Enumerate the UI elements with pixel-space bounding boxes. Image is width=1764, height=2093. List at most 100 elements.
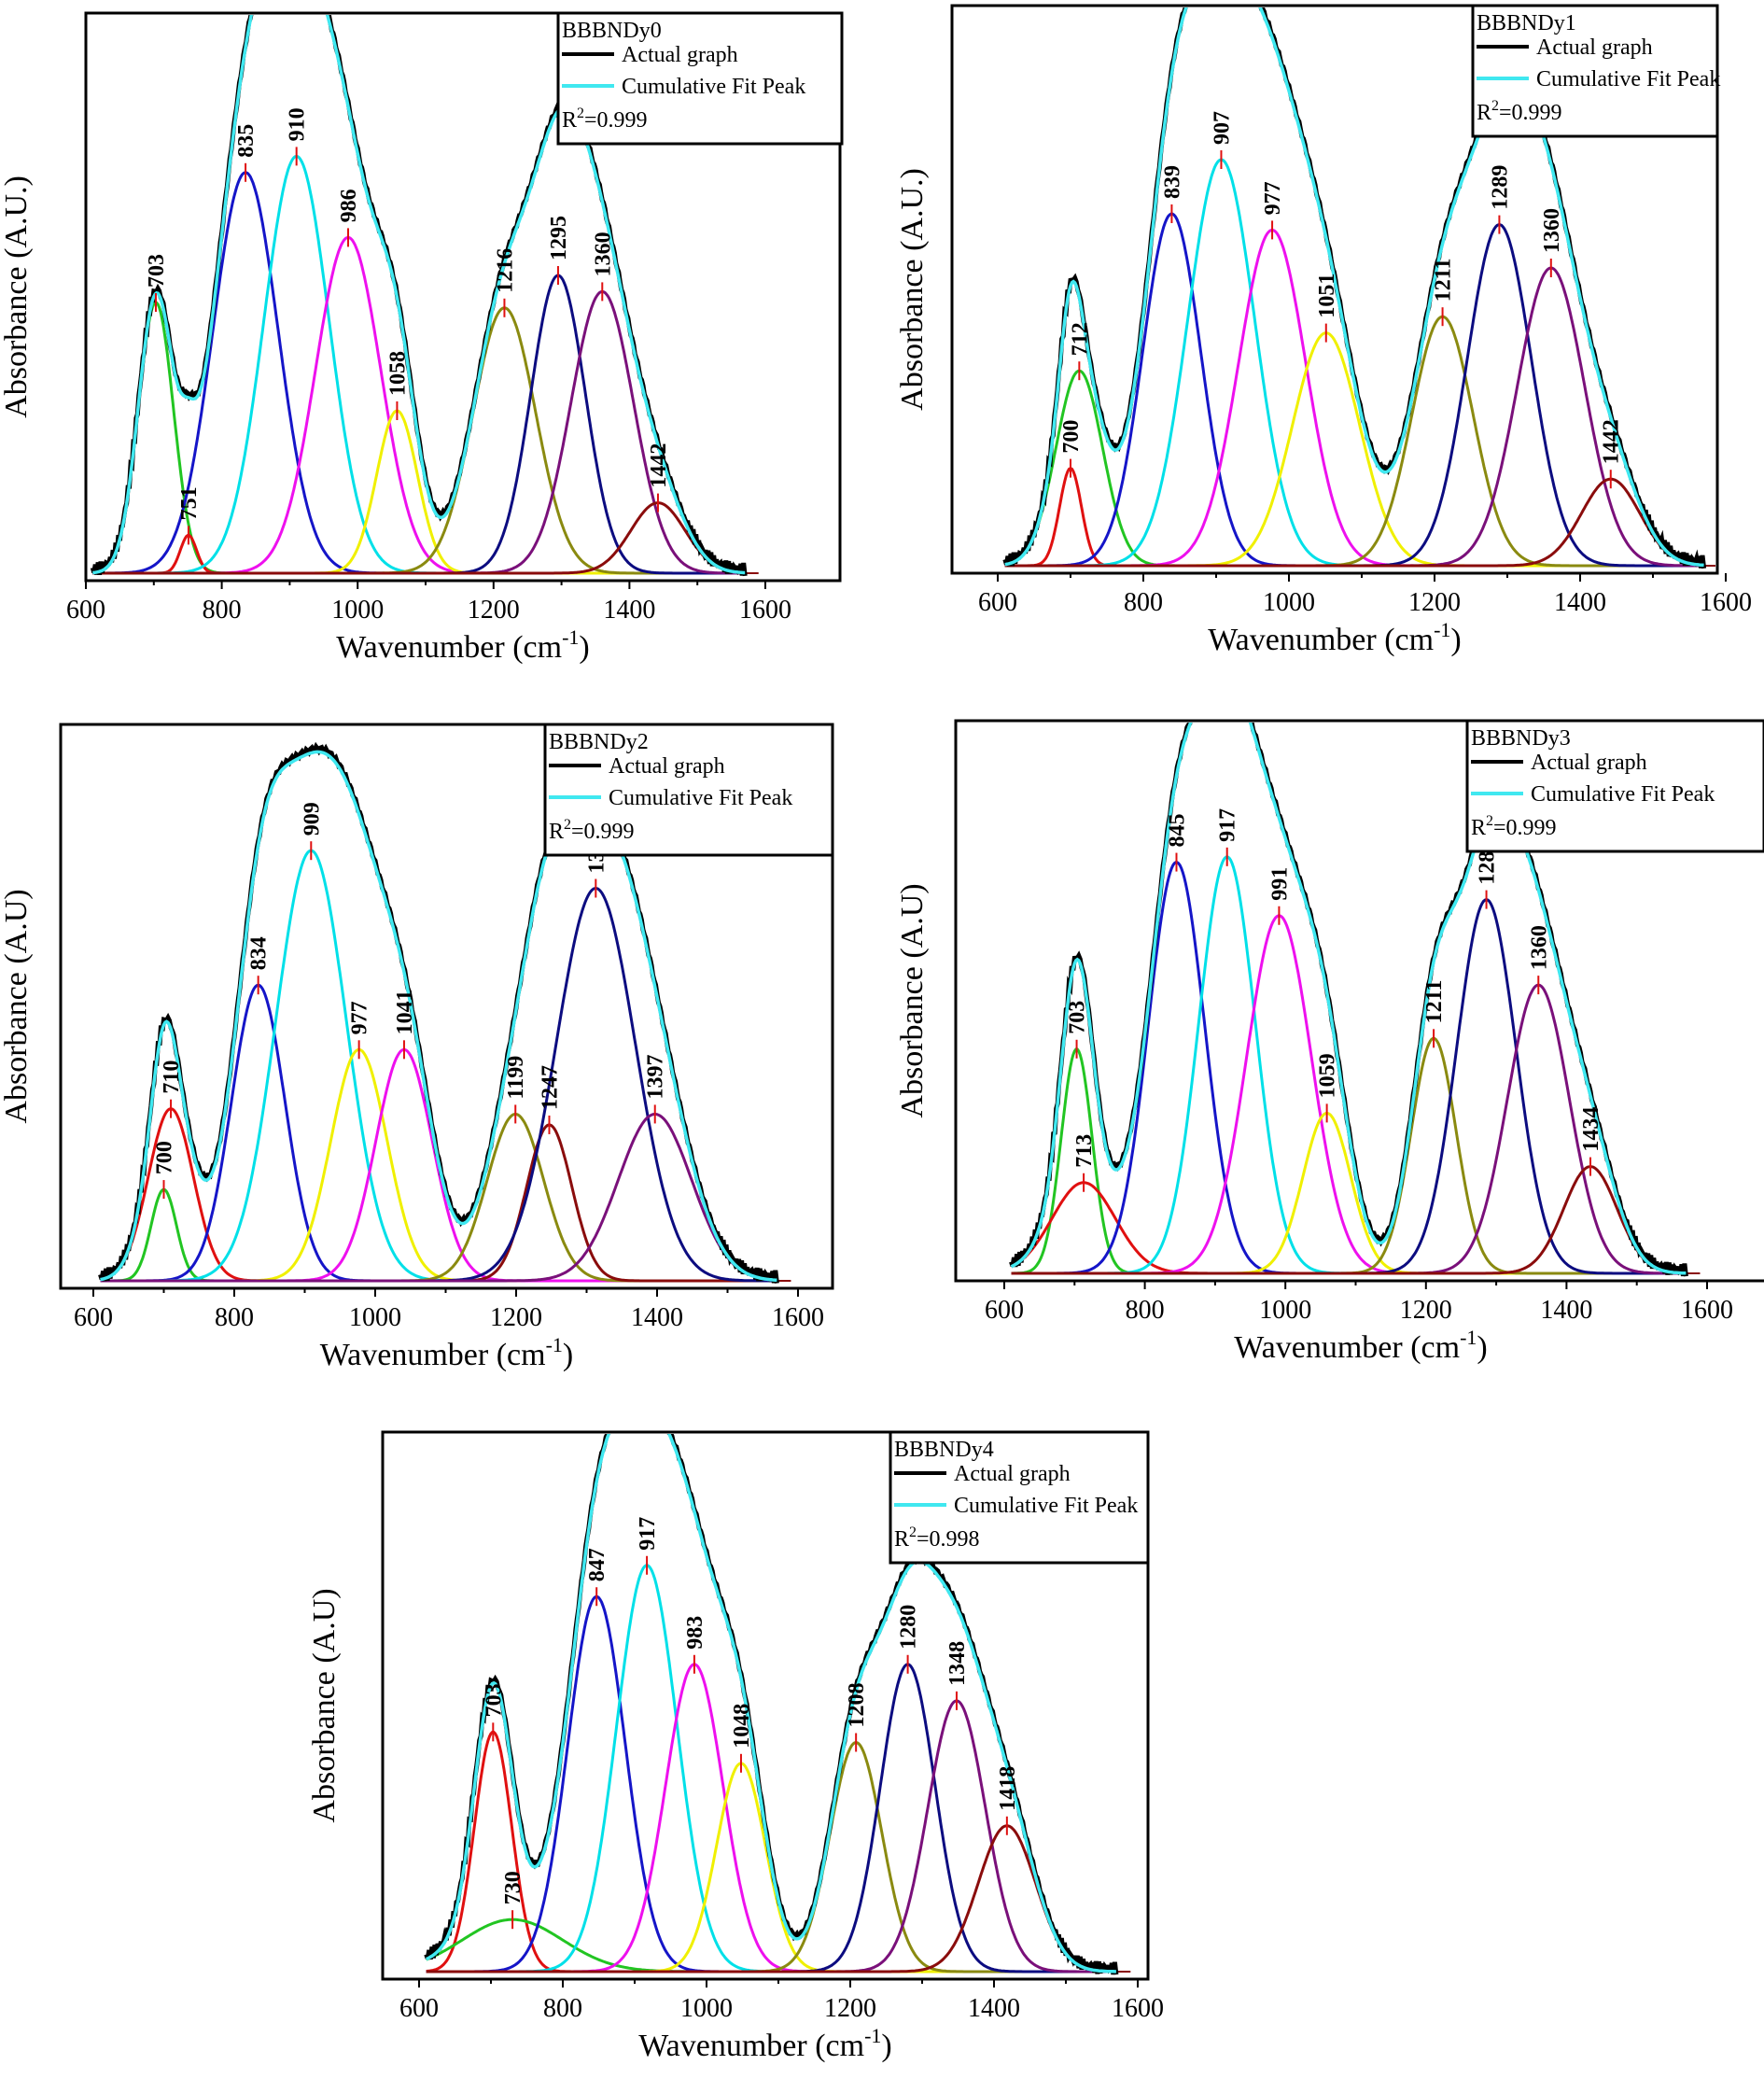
x-tick-label: 1200 [824,1994,876,2023]
chart-panel-bbbndy0: 600 800 1000 1200 1400 1600 Wavenumber (cm-1) A… [0,11,844,665]
peak-label-1247: 1247 [538,1065,562,1110]
peak-label-703: 703 [145,254,169,288]
fit-component-1442 [92,501,746,575]
fit-component-1247 [100,1123,777,1283]
legend-actual-label: Actual graph [609,754,725,779]
x-axis-title: Wavenumber (cm-1) [1208,618,1461,657]
peak-label-991: 991 [1267,867,1292,901]
plot-area [98,741,791,1284]
fit-component-1418 [426,1824,1116,1974]
plot-frame [381,1430,1150,1981]
legend-actual-label: Actual graph [1531,751,1647,775]
peak-label-1059: 1059 [1316,1053,1340,1098]
peak-label-983: 983 [683,1616,707,1650]
legend-box [1471,4,1719,138]
legend-fit-label: Cumulative Fit Peak [1531,782,1715,807]
fit-component-1289 [1004,223,1704,568]
x-axis-title: Wavenumber (cm-1) [320,1333,573,1372]
x-tick-label: 600 [978,588,1017,617]
peak-label-1208: 1208 [845,1682,869,1727]
peak-label-1289: 1289 [1488,165,1512,210]
legend-fit-label: Cumulative Fit Peak [609,786,792,810]
peak-label-1418: 1418 [996,1766,1020,1811]
x-tick-label: 1000 [680,1994,733,2023]
fit-component-1360 [1004,266,1704,568]
legend-box [556,11,844,146]
x-tick-label: 1200 [468,596,520,625]
peak-label-710: 710 [160,1061,184,1094]
peak-label-1048: 1048 [730,1704,754,1749]
legend-r2-value: R2=0.999 [562,105,648,133]
peak-label-907: 907 [1210,111,1234,145]
legend-actual-label: Actual graph [954,1462,1071,1486]
cumulative-fit-line [1004,7,1704,568]
chart-panel-bbbndy1: 600 800 1000 1200 1400 1600 Wavenumber (cm-1) A… [896,4,1752,657]
fit-component-710 [100,1107,777,1283]
peak-label-835: 835 [234,124,259,158]
peak-label-1360: 1360 [1527,925,1551,970]
y-axis-title: Absorbance (A.U) [308,1588,342,1822]
cumulative-fit-line [92,15,746,575]
plot-area [1009,723,1701,1277]
peak-label-909: 909 [300,802,324,836]
peak-label-1434: 1434 [1579,1107,1603,1152]
legend-box [889,1430,1150,1565]
x-tick-label: 800 [1126,1296,1165,1325]
x-tick-label: 1000 [1263,588,1315,617]
plot-area [90,15,759,577]
x-tick-label: 1400 [603,596,655,625]
peak-label-977: 977 [348,1001,372,1034]
peak-label-1211: 1211 [1432,259,1456,302]
cumulative-fit-line [425,1434,1116,1974]
x-tick-label: 600 [985,1296,1024,1325]
peak-label-1051: 1051 [1315,274,1339,318]
peak-label-712: 712 [1068,322,1092,356]
legend-sample-name: BBBNDy0 [562,19,662,43]
peak-label-700: 700 [153,1141,177,1174]
fit-component-983 [426,1663,1116,1974]
x-tick-label: 1200 [1408,588,1461,617]
legend-box [543,723,834,857]
peak-label-1360: 1360 [591,232,615,276]
plot-area [1002,7,1715,569]
plot-frame [954,719,1764,1283]
x-tick-label: 1400 [1540,1296,1592,1325]
peak-label-1216: 1216 [493,248,517,293]
x-tick-label: 1600 [1681,1296,1733,1325]
chart-panel-bbbndy3: 600 800 1000 1200 1400 1600 Wavenumber (cm-1) A… [896,719,1764,1365]
peak-label-1442: 1442 [1600,419,1624,464]
x-axis-title: Wavenumber (cm-1) [336,625,589,665]
y-axis-title: Absorbance (A.U.) [0,176,34,418]
y-axis-title: Absorbance (A.U) [0,889,34,1123]
x-axis-title: Wavenumber (cm-1) [1234,1326,1487,1365]
legend-box [1465,719,1764,853]
fit-component-700 [100,1187,777,1283]
x-tick-label: 1400 [631,1303,683,1332]
legend-sample-name: BBBNDy3 [1471,726,1571,751]
legend-r2-value: R2=0.999 [549,817,635,844]
peak-label-986: 986 [337,189,361,222]
fit-component-1434 [1011,1165,1687,1275]
x-tick-label: 1400 [1554,588,1606,617]
peak-label-1199: 1199 [504,1056,528,1100]
x-tick-label: 1000 [349,1303,401,1332]
peak-label-700: 700 [1059,420,1084,454]
x-tick-label: 1000 [1259,1296,1311,1325]
cumulative-fit-line [100,750,777,1283]
peak-label-845: 845 [1165,814,1189,848]
cumulative-fit-line [1010,723,1687,1275]
peak-label-1397: 1397 [644,1054,668,1099]
x-tick-label: 800 [215,1303,254,1332]
x-tick-label: 1600 [739,596,791,625]
x-tick-label: 800 [1124,588,1163,617]
legend-fit-label: Cumulative Fit Peak [954,1494,1138,1518]
x-tick-label: 1600 [1112,1994,1164,2023]
peak-label-917: 917 [636,1517,660,1551]
x-tick-label: 1600 [1700,588,1752,617]
peak-label-730: 730 [501,1871,525,1904]
legend-sample-name: BBBNDy1 [1477,11,1576,35]
plot-frame [950,4,1719,575]
peak-label-713: 713 [1072,1134,1097,1168]
peak-label-910: 910 [286,107,310,141]
